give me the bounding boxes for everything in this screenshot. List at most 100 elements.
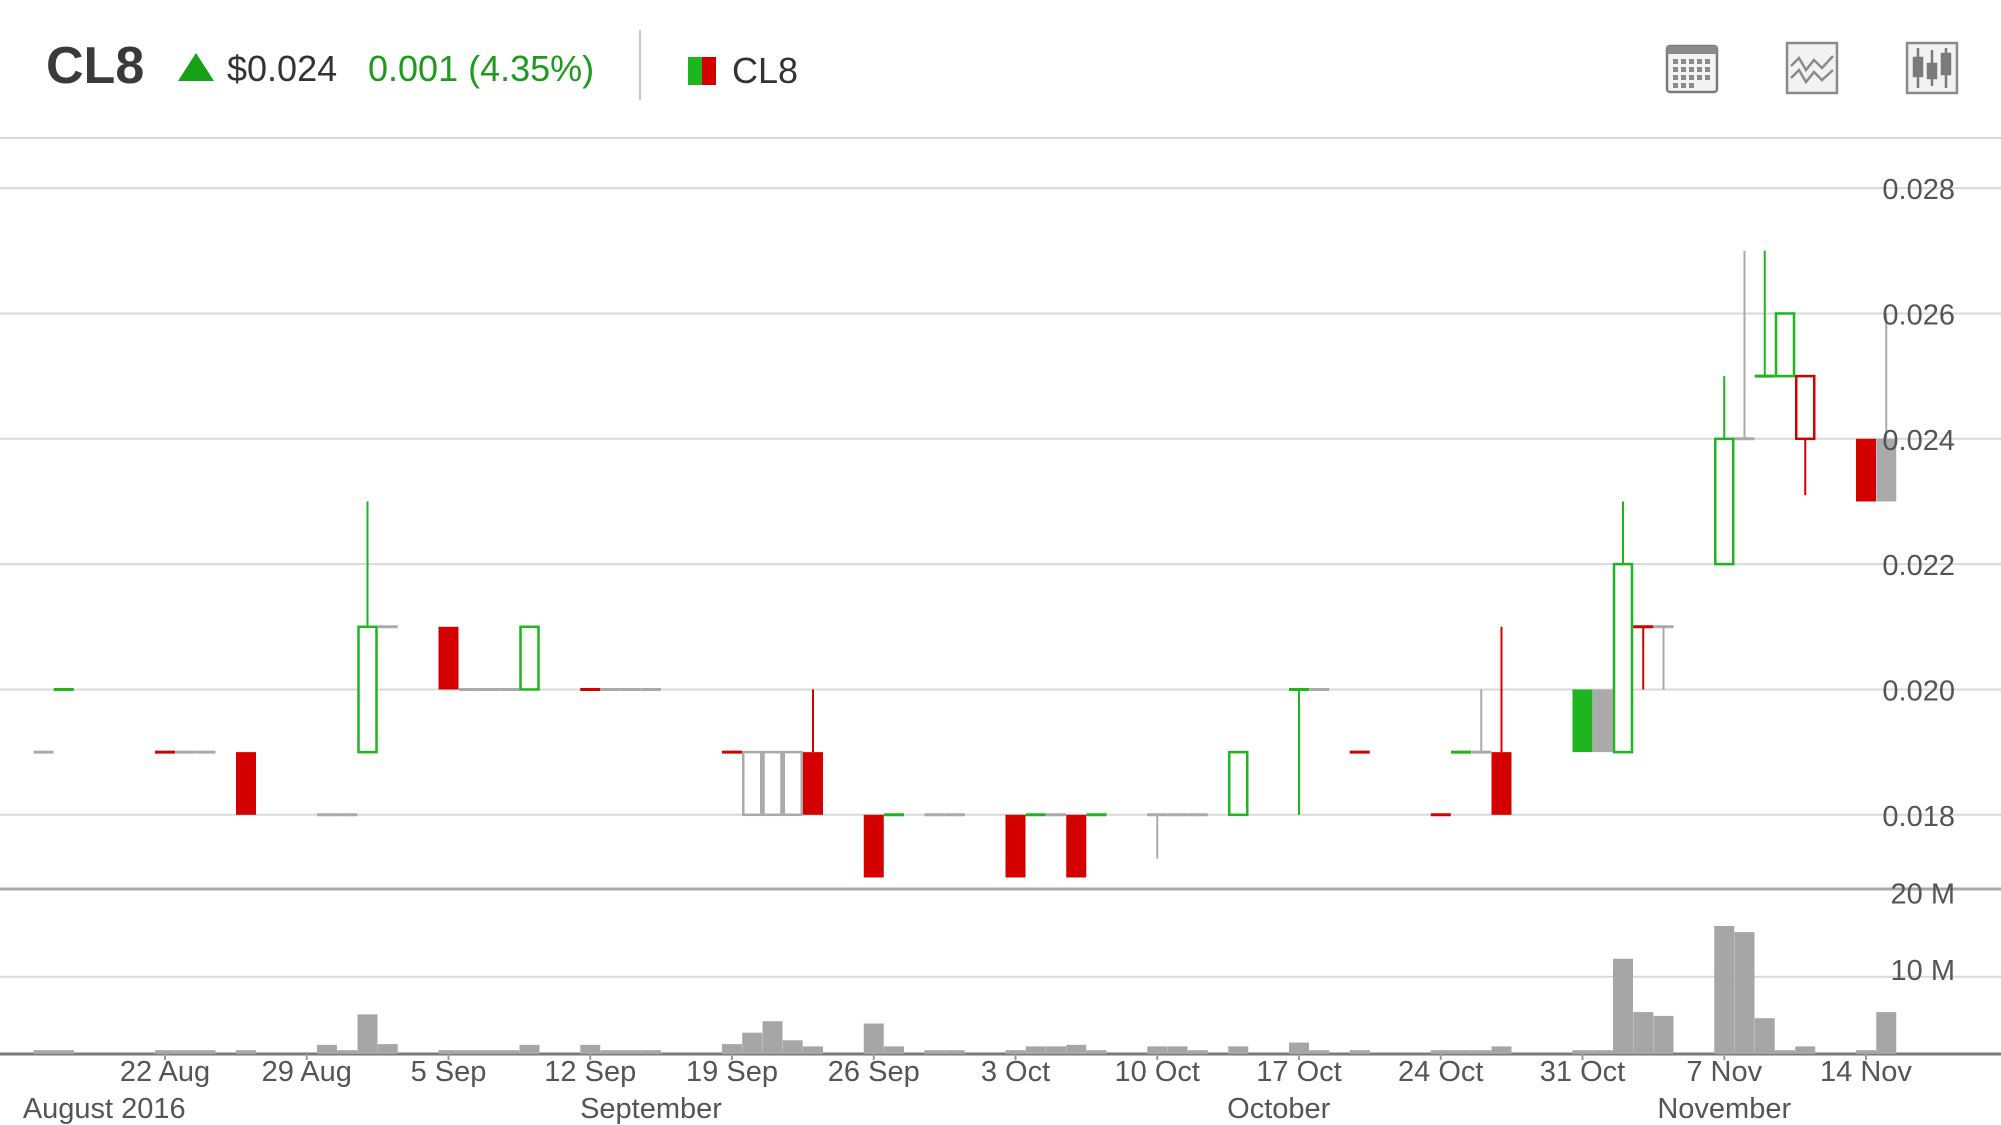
candle[interactable] — [1653, 625, 1674, 690]
candle[interactable] — [1856, 438, 1876, 502]
volume-bar[interactable] — [863, 1023, 884, 1054]
candle[interactable] — [1471, 689, 1492, 754]
volume-bar[interactable] — [722, 1044, 742, 1054]
volume-bar[interactable] — [884, 1046, 904, 1054]
volume-bar[interactable] — [479, 1050, 499, 1054]
volume-bar[interactable] — [1228, 1046, 1249, 1054]
candle[interactable] — [1228, 750, 1249, 817]
candle-body — [1005, 814, 1026, 878]
candle[interactable] — [1066, 814, 1087, 878]
candle[interactable] — [1633, 625, 1654, 690]
volume-bar[interactable] — [519, 1044, 540, 1054]
candle[interactable] — [1592, 689, 1613, 753]
candle[interactable] — [1147, 813, 1168, 859]
candle[interactable] — [357, 501, 378, 754]
volume-bar[interactable] — [1491, 1046, 1512, 1054]
candle[interactable] — [236, 752, 256, 815]
volume-bar[interactable] — [762, 1021, 783, 1054]
x-tick-label: 22 Aug — [120, 1056, 210, 1088]
candle-body — [1592, 689, 1613, 753]
volume-bar[interactable] — [1754, 1018, 1775, 1054]
volume-bar[interactable] — [1795, 1046, 1816, 1054]
volume-bar[interactable] — [1653, 1015, 1674, 1054]
candle[interactable] — [782, 750, 803, 817]
candle[interactable] — [519, 625, 540, 691]
candle[interactable] — [742, 750, 763, 817]
volume-bar[interactable] — [458, 1050, 479, 1054]
volume-bar[interactable] — [782, 1040, 803, 1054]
volume-bar[interactable] — [1856, 1050, 1876, 1054]
volume-bar[interactable] — [803, 1046, 823, 1054]
volume-bar[interactable] — [1066, 1044, 1087, 1054]
volume-bar[interactable] — [1572, 1050, 1593, 1054]
legend-swatch[interactable] — [688, 57, 716, 85]
candle-body — [1612, 562, 1634, 754]
volume-bar[interactable] — [641, 1050, 661, 1054]
candle[interactable] — [762, 750, 783, 817]
volume-bar[interactable] — [357, 1014, 378, 1054]
volume-bar[interactable] — [1309, 1050, 1330, 1054]
volume-bar[interactable] — [337, 1050, 358, 1054]
volume-bar[interactable] — [1005, 1050, 1026, 1054]
candlestick-icon[interactable] — [1904, 40, 1960, 96]
volume-bar[interactable] — [1147, 1046, 1168, 1054]
volume-bar[interactable] — [1775, 1050, 1795, 1054]
volume-bar[interactable] — [195, 1050, 216, 1054]
candle[interactable] — [1754, 250, 1775, 378]
volume-bar[interactable] — [1430, 1050, 1451, 1054]
volume-bar[interactable] — [1187, 1050, 1208, 1054]
volume-bar[interactable] — [600, 1050, 621, 1054]
candle[interactable] — [1612, 501, 1634, 754]
volume-bar[interactable] — [580, 1044, 601, 1054]
candle[interactable] — [803, 689, 823, 815]
candle-body — [803, 752, 823, 815]
volume-bar[interactable] — [1289, 1042, 1309, 1054]
volume-bar[interactable] — [1714, 926, 1735, 1054]
volume-bar[interactable] — [1613, 958, 1633, 1054]
volume-bar[interactable] — [438, 1050, 459, 1054]
volume-bar[interactable] — [175, 1050, 196, 1054]
month-label: September — [580, 1093, 722, 1125]
volume-bar[interactable] — [1349, 1050, 1370, 1054]
volume-bar[interactable] — [1167, 1046, 1188, 1054]
volume-bar[interactable] — [317, 1044, 337, 1054]
volume-bar[interactable] — [620, 1050, 641, 1054]
candle-body — [1228, 750, 1249, 817]
candle[interactable] — [1572, 689, 1593, 753]
legend-label[interactable]: CL8 — [732, 50, 799, 91]
volume-bar[interactable] — [155, 1050, 175, 1054]
candle[interactable] — [1714, 376, 1735, 566]
volume-bar[interactable] — [924, 1050, 945, 1054]
volume-bar[interactable] — [1086, 1050, 1107, 1054]
volume-bar[interactable] — [236, 1050, 256, 1054]
volume-bar[interactable] — [33, 1050, 54, 1054]
volume-bar[interactable] — [1451, 1050, 1471, 1054]
volume-bar[interactable] — [1046, 1046, 1066, 1054]
header-rule — [0, 137, 2001, 139]
volume-bar[interactable] — [53, 1050, 74, 1054]
candle[interactable] — [1876, 313, 1897, 502]
candle[interactable] — [1795, 374, 1816, 496]
candle[interactable] — [1289, 687, 1309, 815]
volume-bar[interactable] — [499, 1050, 520, 1054]
candle[interactable] — [1734, 250, 1755, 441]
candle[interactable] — [863, 814, 884, 878]
calendar-icon[interactable] — [1664, 40, 1720, 96]
volume-bar[interactable] — [1025, 1046, 1046, 1054]
volume-bar[interactable] — [1592, 1050, 1613, 1054]
x-tick-label: 31 Oct — [1540, 1056, 1625, 1088]
volume-bar[interactable] — [742, 1032, 763, 1054]
candle[interactable] — [1005, 814, 1026, 878]
candle[interactable] — [1774, 312, 1796, 378]
volume-bar[interactable] — [377, 1044, 398, 1054]
volume-bar[interactable] — [1633, 1012, 1654, 1054]
candle-body — [863, 814, 884, 878]
volume-bar[interactable] — [1734, 932, 1755, 1054]
volume-bar[interactable] — [1876, 1012, 1897, 1054]
volume-bar[interactable] — [1471, 1050, 1492, 1054]
volume-bar[interactable] — [944, 1050, 965, 1054]
candle[interactable] — [1491, 626, 1512, 815]
line-chart-icon[interactable] — [1784, 40, 1840, 96]
candle[interactable] — [438, 626, 459, 690]
